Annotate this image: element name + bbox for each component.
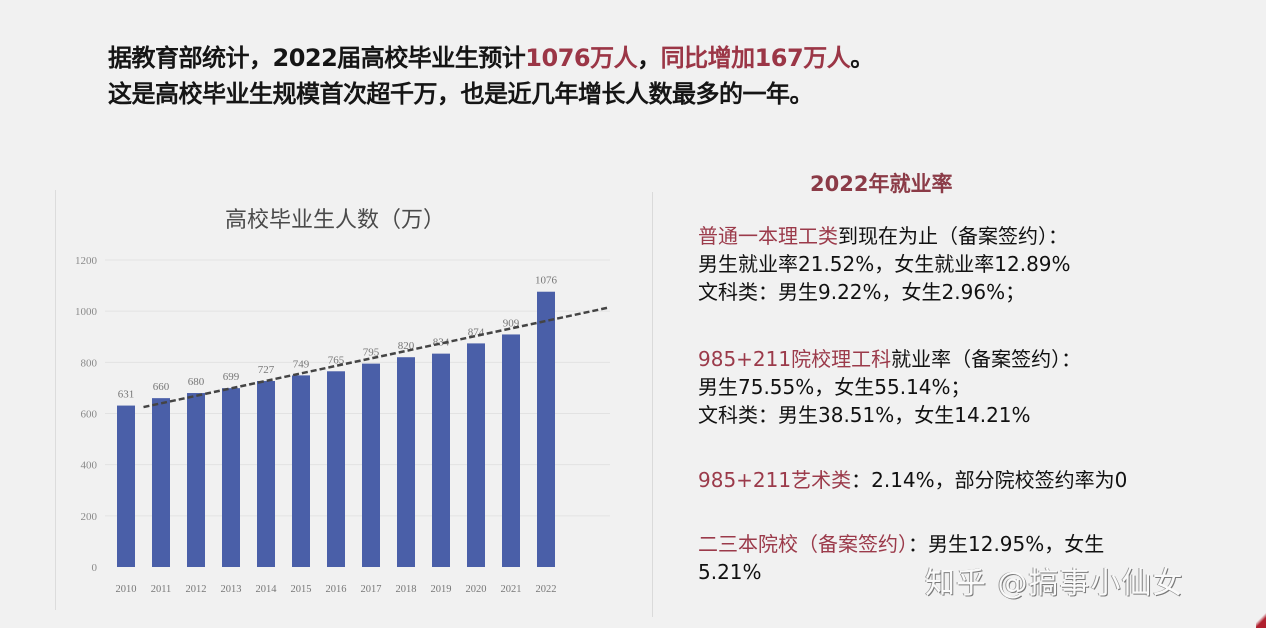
x-tick-label: 2021 <box>501 584 522 595</box>
bar <box>222 388 240 567</box>
bar-value-label: 834 <box>433 337 450 349</box>
y-tick-label: 800 <box>81 357 98 369</box>
x-tick-label: 2011 <box>151 584 172 595</box>
bar <box>432 353 450 567</box>
x-tick-label: 2010 <box>116 584 137 595</box>
employment-block-heading: 985+211艺术类：2.14%，部分院校签约率为0 <box>698 466 1127 494</box>
corner-decoration <box>1256 612 1266 628</box>
bar <box>257 381 275 567</box>
category-description: ：2.14%，部分院校签约率为0 <box>851 468 1128 492</box>
bar-value-label: 680 <box>188 376 205 388</box>
headline-highlight-total: 1076万人 <box>525 44 638 72</box>
y-tick-label: 600 <box>81 409 98 421</box>
trend-line <box>143 306 610 409</box>
employment-rate-line: 男生就业率21.52%，女生就业率12.89% <box>698 252 1071 276</box>
bar-value-label: 631 <box>118 389 135 401</box>
x-tick-label: 2019 <box>431 584 452 595</box>
employment-block-heading: 普通一本理工类到现在为止（备案签约）： <box>698 222 1071 250</box>
category-description: 就业率（备案签约）： <box>891 347 1082 371</box>
bar <box>467 343 485 567</box>
bar <box>362 363 380 567</box>
x-tick-label: 2013 <box>221 584 242 595</box>
employment-title: 2022年就业率 <box>810 172 953 196</box>
bar-value-label: 749 <box>293 358 310 370</box>
bar-value-label: 727 <box>258 364 275 376</box>
bar-value-label: 699 <box>223 371 240 383</box>
category-highlight: 二三本院校（备案签约） <box>698 532 908 556</box>
bar <box>502 334 520 567</box>
employment-block-heading: 二三本院校（备案签约）：男生12.95%，女生 <box>698 530 1104 558</box>
category-description: 到现在为止（备案签约）： <box>838 224 1068 248</box>
bar-chart: 0 200 400 600 800 1000 1200 631 2010 660 2011 680 20… <box>75 255 610 595</box>
x-tick-label: 2017 <box>361 584 382 595</box>
watermark: 知乎 @搞事小仙女 <box>925 566 1184 601</box>
bar <box>292 375 310 567</box>
y-tick-label: 200 <box>81 511 98 523</box>
category-highlight: 普通一本理工类 <box>698 224 838 248</box>
x-tick-label: 2022 <box>536 584 557 595</box>
headline-line-2: 这是高校毕业生规模首次超千万，也是近几年增长人数最多的一年。 <box>108 80 813 108</box>
chart-title: 高校毕业生人数（万） <box>225 208 446 233</box>
chart-panel <box>55 190 646 610</box>
x-tick-label: 2015 <box>291 584 312 595</box>
x-tick-label: 2012 <box>186 584 207 595</box>
bar-value-label: 765 <box>328 354 345 366</box>
x-tick-label: 2016 <box>326 584 347 595</box>
category-highlight: 985+211艺术类 <box>698 468 852 492</box>
bar-value-label: 1076 <box>535 275 558 287</box>
y-tick-label: 1000 <box>75 306 98 318</box>
y-tick-label: 0 <box>92 562 98 574</box>
employment-rate-line: 5.21% <box>698 560 762 584</box>
panel-divider <box>652 192 653 617</box>
bar <box>537 291 555 567</box>
headline-separator: ， <box>637 44 661 72</box>
headline-line-1: 据教育部统计，2022届高校毕业生预计1076万人，同比增加167万人。 <box>108 40 874 76</box>
y-tick-label: 400 <box>81 460 98 472</box>
employment-rate-line: 文科类：男生9.22%，女生2.96%； <box>698 280 1026 304</box>
employment-block-heading: 985+211院校理工科就业率（备案签约）： <box>698 345 1081 373</box>
employment-block: 二三本院校（备案签约）：男生12.95%，女生 5.21% <box>698 530 1104 586</box>
category-description: ：男生12.95%，女生 <box>908 532 1105 556</box>
x-tick-label: 2020 <box>466 584 487 595</box>
bar <box>152 398 170 567</box>
headline-highlight-increase: 同比增加167万人 <box>660 44 851 72</box>
employment-block: 985+211院校理工科就业率（备案签约）： 男生75.55%，女生55.14%；… <box>698 345 1081 429</box>
employment-rate-line: 文科类：男生38.51%，女生14.21% <box>698 403 1031 427</box>
category-highlight: 985+211院校理工科 <box>698 347 892 371</box>
x-tick-label: 2014 <box>256 584 278 595</box>
bar-value-label: 795 <box>363 347 380 359</box>
bar-value-label: 660 <box>153 381 170 393</box>
bar <box>117 405 135 567</box>
headline-text: 据教育部统计，2022届高校毕业生预计 <box>108 44 526 72</box>
employment-block: 985+211艺术类：2.14%，部分院校签约率为0 <box>698 466 1127 494</box>
bar <box>327 371 345 567</box>
x-tick-label: 2018 <box>396 584 417 595</box>
headline-period: 。 <box>850 44 874 72</box>
bar <box>187 393 205 567</box>
bar <box>397 357 415 567</box>
employment-block: 普通一本理工类到现在为止（备案签约）： 男生就业率21.52%，女生就业率12.8… <box>698 222 1071 306</box>
employment-rate-line: 男生75.55%，女生55.14%； <box>698 375 971 399</box>
headline: 据教育部统计，2022届高校毕业生预计1076万人，同比增加167万人。 这是高… <box>108 40 874 112</box>
y-tick-label: 1200 <box>75 255 98 267</box>
